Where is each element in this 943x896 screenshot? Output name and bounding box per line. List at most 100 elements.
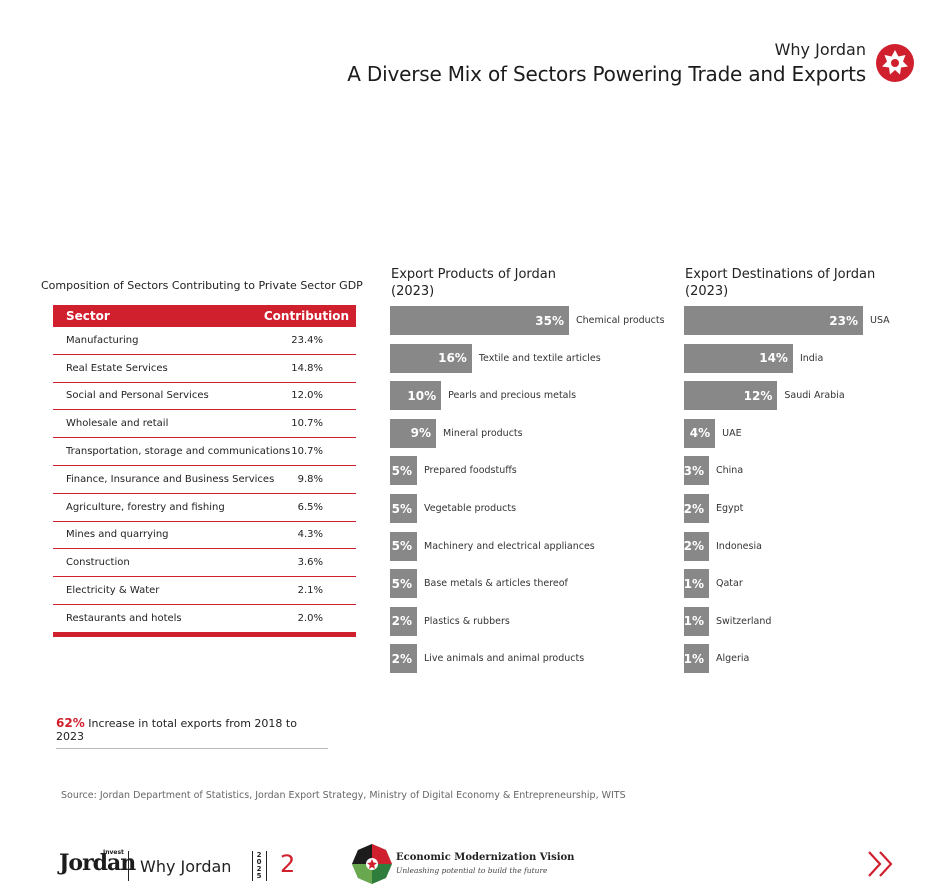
sector-contribution: 2.1% [297, 585, 323, 597]
header-subtitle: Why Jordan [774, 40, 866, 59]
sector-name: Construction [66, 557, 130, 569]
sector-table-header: Sector Contribution [53, 305, 356, 327]
sector-contribution: 6.5% [297, 501, 323, 513]
table-row: Agriculture, forestry and fishing 6.5% [53, 494, 356, 522]
bar-row: 5% Base metals & articles thereof [390, 569, 568, 599]
bar: 16% [390, 343, 472, 373]
footer-divider [252, 851, 253, 881]
bar: 1% [684, 606, 709, 636]
sector-name: Restaurants and hotels [66, 612, 182, 624]
bar: 2% [684, 494, 709, 523]
bar: 4% [684, 418, 716, 448]
bar: 23% [684, 306, 863, 335]
bar-row: 2% Indonesia [684, 531, 762, 561]
bar-category-label: India [799, 352, 824, 364]
bar: 5% [390, 531, 417, 561]
sector-table-caption: Composition of Sectors Contributing to P… [41, 279, 363, 292]
bar: 5% [390, 456, 417, 486]
bar-category-label: Textile and textile articles [478, 352, 601, 364]
bar: 5% [390, 569, 417, 599]
footer-year: 2025 [256, 851, 262, 880]
bar: 9% [390, 418, 437, 448]
bar-category-label: UAE [722, 427, 742, 439]
page-number: 2 [280, 850, 296, 878]
destinations-chart-title-line2: (2023) [685, 284, 729, 299]
double-chevron-right-icon[interactable] [866, 849, 896, 879]
sector-name: Manufacturing [66, 334, 139, 346]
footer-divider [266, 851, 267, 881]
products-chart-title: Export Products of Jordan (2023) [391, 266, 556, 300]
products-chart-title-line1: Export Products of Jordan [391, 267, 556, 282]
growth-percent: 62% [56, 716, 85, 730]
bar: 1% [684, 569, 709, 599]
table-row: Manufacturing 23.4% [53, 327, 356, 355]
table-row: Construction 3.6% [53, 549, 356, 578]
bar-category-label: Pearls and precious metals [448, 390, 577, 402]
bar-row: 3% China [684, 456, 743, 486]
bar-category-label: Vegetable products [424, 503, 517, 514]
bar: 10% [390, 381, 442, 411]
bar: 5% [390, 494, 417, 523]
footer-brand-small: Invest [103, 849, 124, 856]
growth-text: Increase in total exports from 2018 to 2… [56, 717, 297, 743]
products-chart-title-line2: (2023) [391, 284, 435, 299]
bar-category-label: Machinery and electrical appliances [424, 540, 595, 552]
emv-subtitle: Unleashing potential to build the future [396, 866, 548, 875]
bar-row: 35% Chemical products [390, 306, 665, 335]
bar-row: 23% USA [684, 306, 890, 335]
sector-contribution: 14.8% [291, 362, 323, 374]
bar-row: 4% UAE [684, 418, 742, 448]
sector-contribution: 9.8% [297, 473, 323, 485]
sector-name: Real Estate Services [66, 362, 168, 374]
bar-row: 10% Pearls and precious metals [390, 381, 577, 411]
sector-name: Mines and quarrying [66, 529, 169, 541]
bar: 3% [684, 456, 709, 486]
bar-category-label: Base metals & articles thereof [424, 578, 568, 590]
bar-category-label: Switzerland [716, 615, 772, 627]
table-row: Restaurants and hotels 2.0% [53, 605, 356, 633]
emv-title: Economic Modernization Vision [396, 852, 575, 863]
sector-contribution: 12.0% [291, 390, 323, 402]
bar: 35% [390, 306, 569, 335]
sector-name: Agriculture, forestry and fishing [66, 501, 225, 513]
sector-contribution: 2.0% [297, 612, 323, 624]
bar-row: 12% Saudi Arabia [684, 381, 845, 411]
bar: 1% [684, 644, 709, 674]
bar-category-label: Plastics & rubbers [424, 615, 510, 627]
destinations-chart-title-line1: Export Destinations of Jordan [685, 267, 876, 282]
sector-table: Sector Contribution Manufacturing 23.4% Re… [53, 305, 356, 637]
bar-row: 1% Switzerland [684, 606, 772, 636]
bar-category-label: Live animals and animal products [424, 653, 585, 665]
bar-category-label: Indonesia [716, 540, 762, 552]
economic-modernization-vision-logo-icon [352, 844, 392, 884]
bar-category-label: Egypt [716, 503, 744, 514]
footer-section: Why Jordan [140, 857, 232, 876]
table-row: Transportation, storage and communicatio… [53, 438, 356, 466]
bar-row: 2% Egypt [684, 494, 743, 523]
bar-category-label: Qatar [716, 578, 743, 590]
bar-row: 5% Machinery and electrical appliances [390, 531, 595, 561]
bar-row: 1% Qatar [684, 569, 743, 599]
bar: 2% [390, 606, 417, 636]
sector-column-header: Sector [66, 309, 110, 323]
table-row: Wholesale and retail 10.7% [53, 410, 356, 439]
footer-divider [128, 851, 129, 881]
table-bottom-rule [53, 632, 356, 637]
sector-contribution: 4.3% [297, 529, 323, 541]
bar-category-label: USA [870, 315, 890, 326]
sector-contribution: 10.7% [291, 418, 323, 430]
bar-row: 2% Live animals and animal products [390, 644, 585, 674]
bar-row: 16% Textile and textile articles [390, 343, 601, 373]
sector-name: Wholesale and retail [66, 418, 169, 430]
sector-name: Social and Personal Services [66, 390, 209, 402]
bar: 12% [684, 381, 778, 411]
bar-row: 5% Vegetable products [390, 494, 516, 523]
sector-table-body: Manufacturing 23.4% Real Estate Services 14… [53, 327, 356, 633]
bar-category-label: Algeria [716, 653, 750, 665]
sector-contribution: 3.6% [297, 557, 323, 569]
table-row: Mines and quarrying 4.3% [53, 522, 356, 550]
table-row: Real Estate Services 14.8% [53, 355, 356, 383]
bar-row: 9% Mineral products [390, 418, 523, 448]
bar-category-label: Saudi Arabia [784, 390, 845, 402]
bar-row: 14% India [684, 343, 824, 373]
